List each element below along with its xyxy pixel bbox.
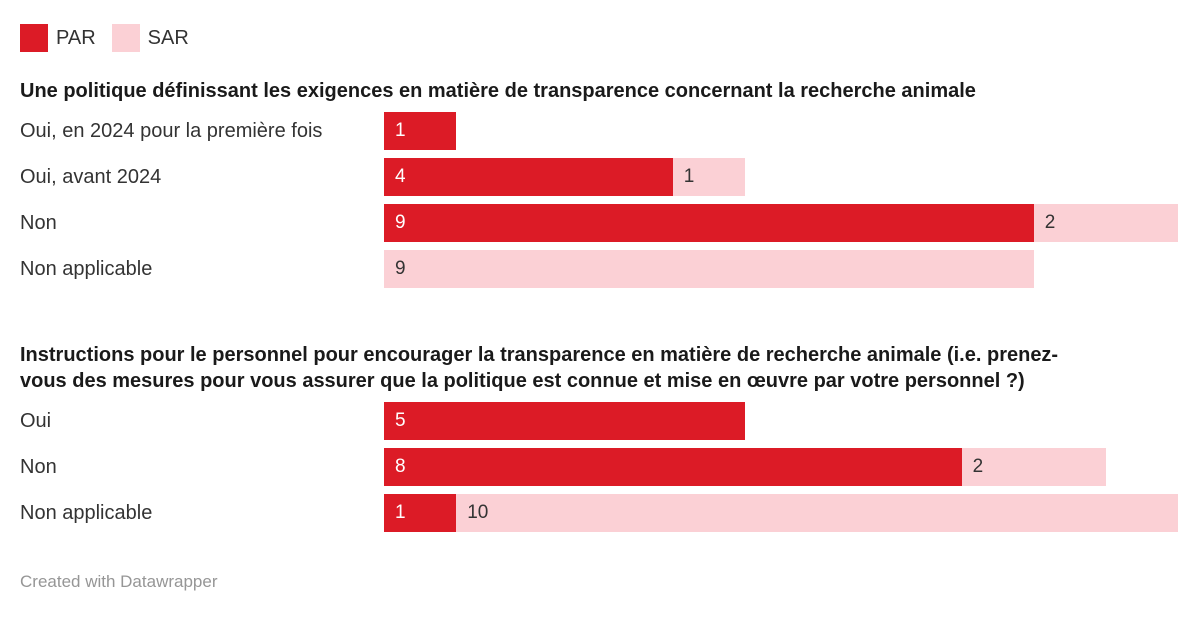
bar-row: Oui 5	[0, 402, 1200, 440]
category-label: Oui	[20, 410, 52, 432]
legend-label-sar: SAR	[147, 27, 189, 49]
category-label: Non	[20, 456, 57, 478]
category-label: Oui, avant 2024	[20, 166, 162, 188]
bar-segment-sar: 2	[1033, 204, 1179, 242]
bar-value-label: 9	[395, 212, 406, 233]
bar-segment-par: 5	[384, 402, 745, 440]
bar-row: Non 8 2	[0, 448, 1200, 486]
category-label: Oui, en 2024 pour la première fois	[20, 120, 323, 142]
bar-segment-par: 9	[384, 204, 1034, 242]
bar-row: Non 9 2	[0, 204, 1200, 242]
bar-value-label: 1	[683, 166, 695, 187]
bar-segment-sar: 9	[384, 250, 1034, 288]
bar-segment-sar: 10	[456, 494, 1179, 532]
bar-row: Non applicable 1 10	[0, 494, 1200, 532]
bar-segment-par: 4	[384, 158, 673, 196]
section-title: Instructions pour le personnel pour enco…	[20, 342, 1200, 394]
bar-value-label: 8	[395, 456, 406, 477]
stacked-bar: 5	[384, 402, 1200, 440]
stacked-bar: 1 10	[384, 494, 1200, 532]
sar-color-swatch	[111, 24, 140, 52]
chart-section-instructions: Instructions pour le personnel pour enco…	[0, 342, 1200, 532]
bar-segment-par: 1	[384, 112, 457, 150]
par-color-swatch	[20, 24, 48, 52]
category-label: Non applicable	[20, 502, 153, 524]
legend-label-par: PAR	[56, 27, 96, 49]
bar-segment-sar: 2	[961, 448, 1106, 486]
section-title-line: vous des mesures pour vous assurer que l…	[20, 370, 1025, 392]
bar-row: Non applicable 9	[0, 250, 1200, 288]
bar-segment-par: 1	[384, 494, 457, 532]
category-label: Non	[20, 212, 57, 234]
bar-segment-sar: 1	[672, 158, 745, 196]
bar-rows: Oui 5 Non 8 2 Non applicable 1 10	[0, 402, 1200, 532]
bar-value-label: 2	[1044, 212, 1056, 233]
bar-value-label: 1	[395, 120, 406, 141]
bar-row: Oui, avant 2024 4 1	[0, 158, 1200, 196]
bar-value-label: 1	[395, 502, 406, 523]
stacked-bar: 9	[384, 250, 1200, 288]
section-title-line: Instructions pour le personnel pour enco…	[20, 344, 1059, 366]
bar-value-label: 4	[395, 166, 406, 187]
bar-value-label: 9	[395, 258, 406, 279]
stacked-bar: 1	[384, 112, 1200, 150]
section-title: Une politique définissant les exigences …	[20, 78, 1200, 104]
legend: PAR SAR	[0, 0, 1200, 52]
bar-segment-par: 8	[384, 448, 962, 486]
section-title-line: Une politique définissant les exigences …	[20, 80, 976, 102]
bar-rows: Oui, en 2024 pour la première fois 1 Oui, …	[0, 112, 1200, 288]
bar-value-label: 2	[972, 456, 984, 477]
legend-item-sar: SAR	[111, 24, 189, 52]
bar-value-label: 10	[467, 502, 489, 523]
legend-item-par: PAR	[20, 24, 96, 52]
category-label: Non applicable	[20, 258, 153, 280]
bar-value-label: 5	[395, 410, 406, 431]
datawrapper-attribution[interactable]: Created with Datawrapper	[20, 572, 218, 591]
chart-section-policy: Une politique définissant les exigences …	[0, 78, 1200, 288]
bar-row: Oui, en 2024 pour la première fois 1	[0, 112, 1200, 150]
